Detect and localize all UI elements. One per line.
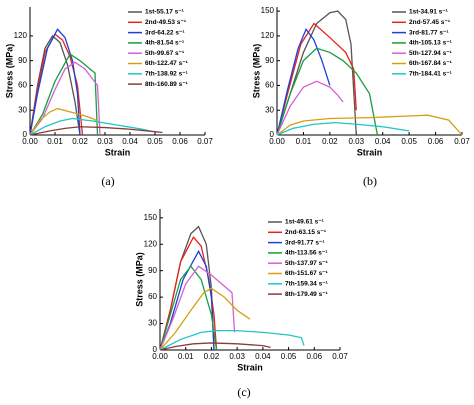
y-tick-label: 150 xyxy=(144,213,158,222)
caption: (a) xyxy=(101,174,114,188)
legend-label: 2nd-57.45 s⁻¹ xyxy=(409,19,450,26)
x-tick-label: 0.01 xyxy=(47,137,63,146)
x-tick-label: 0.06 xyxy=(306,352,322,361)
line-series xyxy=(276,27,331,136)
y-tick-label: 90 xyxy=(148,266,157,275)
x-tick-label: 0.04 xyxy=(255,352,271,361)
x-tick-label: 0.05 xyxy=(281,352,297,361)
legend-label: 5th-127.94 s⁻¹ xyxy=(409,50,452,57)
x-axis-label: Strain xyxy=(105,147,131,157)
y-axis-label: Stress (MPa) xyxy=(4,44,14,99)
legend-label: 5th-137.97 s⁻¹ xyxy=(285,260,328,267)
x-tick-label: 0.03 xyxy=(97,137,113,146)
y-axis-label: Stress (MPa) xyxy=(251,44,261,99)
y-tick-label: 150 xyxy=(261,6,275,15)
legend-label: 2nd-63.15 s⁻¹ xyxy=(285,229,326,236)
y-tick-label: 120 xyxy=(261,31,275,40)
x-tick-label: 0.05 xyxy=(401,137,417,146)
y-tick-label: 120 xyxy=(14,31,28,40)
line-series xyxy=(276,47,379,136)
y-tick-label: 60 xyxy=(265,81,274,90)
x-tick-label: 0.02 xyxy=(204,352,220,361)
legend-label: 4th-105.13 s⁻¹ xyxy=(409,40,452,47)
legend-label: 8th-160.89 s⁻¹ xyxy=(145,81,188,88)
line-series xyxy=(159,249,215,351)
x-tick-label: 0.04 xyxy=(375,137,391,146)
line-series xyxy=(159,265,236,351)
y-tick-label: 0 xyxy=(270,130,275,139)
caption: (c) xyxy=(237,385,250,399)
legend-label: 3rd-81.77 s⁻¹ xyxy=(409,29,449,36)
legend-label: 1st-34.91 s⁻¹ xyxy=(409,9,448,16)
line-series xyxy=(276,121,410,136)
y-tick-label: 120 xyxy=(144,239,158,248)
legend-label: 5th-99.67 s⁻¹ xyxy=(145,50,184,57)
x-tick-label: 0.06 xyxy=(172,137,188,146)
line-series xyxy=(276,114,463,136)
x-tick-label: 0.02 xyxy=(322,137,338,146)
x-tick-label: 0.01 xyxy=(296,137,312,146)
x-axis-label: Strain xyxy=(357,147,383,157)
line-series xyxy=(29,61,101,136)
x-axis-label: Strain xyxy=(237,362,263,372)
line-series xyxy=(159,329,305,351)
y-tick-label: 90 xyxy=(265,56,274,65)
x-tick-label: 0.01 xyxy=(178,352,194,361)
y-tick-label: 30 xyxy=(148,319,157,328)
y-tick-label: 60 xyxy=(18,81,27,90)
line-series xyxy=(29,107,101,136)
legend-label: 1st-55.17 s⁻¹ xyxy=(145,9,184,16)
line-series xyxy=(276,22,357,136)
y-tick-label: 30 xyxy=(265,105,274,114)
line-series xyxy=(159,342,271,351)
line-series xyxy=(276,80,344,136)
legend-label: 3rd-64.22 s⁻¹ xyxy=(145,29,185,36)
line-series xyxy=(159,287,251,351)
line-series xyxy=(29,33,84,136)
x-tick-label: 0.00 xyxy=(152,352,168,361)
line-series xyxy=(276,10,357,136)
y-axis-label: Stress (MPa) xyxy=(134,252,144,307)
legend-label: 7th-138.92 s⁻¹ xyxy=(145,71,188,78)
line-series xyxy=(29,53,99,136)
x-tick-label: 0.05 xyxy=(147,137,163,146)
legend-label: 7th-184.41 s⁻¹ xyxy=(409,71,452,78)
y-tick-label: 60 xyxy=(148,292,157,301)
y-tick-label: 30 xyxy=(18,105,27,114)
y-tick-label: 90 xyxy=(18,56,27,65)
legend-label: 6th-122.47 s⁻¹ xyxy=(145,60,188,67)
legend-label: 6th-167.84 s⁻¹ xyxy=(409,60,452,67)
legend-label: 7th-159.34 s⁻¹ xyxy=(285,281,328,288)
line-series xyxy=(159,265,218,351)
legend-label: 4th-113.56 s⁻¹ xyxy=(285,250,327,257)
x-tick-label: 0.04 xyxy=(122,137,138,146)
caption: (b) xyxy=(363,174,377,188)
y-tick-label: 0 xyxy=(153,345,158,354)
x-tick-label: 0.03 xyxy=(348,137,364,146)
legend-label: 1st-49.61 s⁻¹ xyxy=(285,219,324,226)
x-tick-label: 0.06 xyxy=(428,137,444,146)
line-series xyxy=(29,126,163,136)
legend-label: 2nd-49.53 s⁻¹ xyxy=(145,19,186,26)
x-tick-label: 0.03 xyxy=(229,352,245,361)
x-tick-label: 0.07 xyxy=(332,352,348,361)
x-tick-label: 0.02 xyxy=(72,137,88,146)
line-series xyxy=(29,117,151,136)
legend-label: 3rd-91.77 s⁻¹ xyxy=(285,239,325,246)
x-tick-label: 0.07 xyxy=(197,137,213,146)
legend-label: 4th-81.54 s⁻¹ xyxy=(145,40,184,47)
legend-label: 8th-179.49 s⁻¹ xyxy=(285,291,328,298)
x-tick-label: 0.00 xyxy=(269,137,285,146)
legend-label: 6th-151.67 s⁻¹ xyxy=(285,270,328,277)
line-series xyxy=(29,28,81,136)
x-tick-label: 0.00 xyxy=(22,137,38,146)
y-tick-label: 0 xyxy=(23,130,28,139)
line-series xyxy=(159,236,218,351)
line-series xyxy=(29,34,81,136)
x-tick-label: 0.07 xyxy=(454,137,470,146)
